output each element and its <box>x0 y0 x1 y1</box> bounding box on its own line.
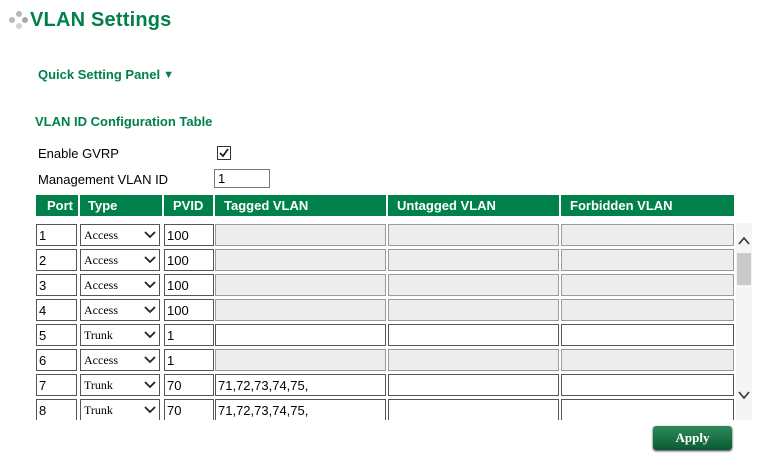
forbidden-vlan-input[interactable] <box>561 224 734 246</box>
table-row: 5 Trunk 1 <box>36 323 736 348</box>
type-select[interactable]: Access <box>80 274 160 296</box>
chevron-down-icon <box>144 256 156 264</box>
checkmark-icon <box>219 148 229 158</box>
pvid-input[interactable]: 1 <box>164 349 214 371</box>
section-title: VLAN ID Configuration Table <box>35 114 213 129</box>
tagged-vlan-input[interactable]: 71,72,73,74,75, <box>215 399 386 420</box>
pvid-input[interactable]: 70 <box>164 374 214 396</box>
vlan-table-body: 1 Access 100 2 Access 100 3 Access 100 4… <box>36 223 736 420</box>
chevron-down-icon <box>144 306 156 314</box>
port-cell[interactable]: 3 <box>36 274 77 296</box>
pvid-input[interactable]: 1 <box>164 324 214 346</box>
page-header: VLAN Settings <box>8 6 172 34</box>
type-select-value: Access <box>84 352 118 367</box>
type-select[interactable]: Trunk <box>80 374 160 396</box>
chevron-down-icon <box>144 281 156 289</box>
type-select-value: Access <box>84 227 118 242</box>
untagged-vlan-input[interactable] <box>388 299 559 321</box>
table-row: 7 Trunk 70 71,72,73,74,75, <box>36 373 736 398</box>
port-cell[interactable]: 7 <box>36 374 77 396</box>
column-header-port: Port <box>36 195 78 216</box>
tagged-vlan-input[interactable] <box>215 249 386 271</box>
tagged-vlan-input[interactable]: 71,72,73,74,75, <box>215 374 386 396</box>
port-cell[interactable]: 6 <box>36 349 77 371</box>
type-select-value: Access <box>84 277 118 292</box>
column-header-type: Type <box>80 195 162 216</box>
port-cell[interactable]: 2 <box>36 249 77 271</box>
tagged-vlan-input[interactable] <box>215 299 386 321</box>
column-header-pvid: PVID <box>164 195 213 216</box>
forbidden-vlan-input[interactable] <box>561 399 734 420</box>
pvid-input[interactable]: 100 <box>164 299 214 321</box>
type-select-value: Access <box>84 252 118 267</box>
untagged-vlan-input[interactable] <box>388 249 559 271</box>
bullet-dots-icon <box>8 10 28 30</box>
column-header-forbidden: Forbidden VLAN <box>561 195 734 216</box>
chevron-down-icon <box>144 331 156 339</box>
forbidden-vlan-input[interactable] <box>561 274 734 296</box>
column-header-tagged: Tagged VLAN <box>215 195 386 216</box>
quick-setting-panel-label: Quick Setting Panel <box>38 67 161 82</box>
chevron-down-icon <box>144 231 156 239</box>
quick-setting-panel-toggle[interactable]: Quick Setting Panel ▼ <box>38 67 174 82</box>
untagged-vlan-input[interactable] <box>388 274 559 296</box>
table-row: 3 Access 100 <box>36 273 736 298</box>
type-select-value: Trunk <box>84 327 113 342</box>
untagged-vlan-input[interactable] <box>388 224 559 246</box>
gvrp-label: Enable GVRP <box>38 146 119 161</box>
forbidden-vlan-input[interactable] <box>561 249 734 271</box>
forbidden-vlan-input[interactable] <box>561 374 734 396</box>
management-vlan-label: Management VLAN ID <box>38 172 169 187</box>
type-select[interactable]: Access <box>80 299 160 321</box>
apply-button[interactable]: Apply <box>653 426 732 450</box>
table-row: 1 Access 100 <box>36 223 736 248</box>
table-row: 4 Access 100 <box>36 298 736 323</box>
untagged-vlan-input[interactable] <box>388 399 559 420</box>
chevron-down-icon <box>144 406 156 414</box>
port-cell[interactable]: 1 <box>36 224 77 246</box>
pvid-input[interactable]: 100 <box>164 224 214 246</box>
type-select[interactable]: Access <box>80 249 160 271</box>
port-cell[interactable]: 5 <box>36 324 77 346</box>
untagged-vlan-input[interactable] <box>388 324 559 346</box>
scroll-down-icon[interactable] <box>738 390 750 400</box>
table-row: 2 Access 100 <box>36 248 736 273</box>
page-title: VLAN Settings <box>30 8 172 31</box>
table-row: 6 Access 1 <box>36 348 736 373</box>
gvrp-checkbox[interactable] <box>217 146 231 160</box>
type-select[interactable]: Access <box>80 224 160 246</box>
management-vlan-input[interactable] <box>214 169 270 188</box>
column-header-untagged: Untagged VLAN <box>388 195 559 216</box>
pvid-input[interactable]: 70 <box>164 399 214 420</box>
table-scrollbar[interactable] <box>736 223 752 420</box>
chevron-down-icon <box>144 381 156 389</box>
type-select[interactable]: Access <box>80 349 160 371</box>
untagged-vlan-input[interactable] <box>388 374 559 396</box>
triangle-down-icon: ▼ <box>163 68 174 81</box>
type-select[interactable]: Trunk <box>80 324 160 346</box>
type-select[interactable]: Trunk <box>80 399 160 420</box>
forbidden-vlan-input[interactable] <box>561 349 734 371</box>
type-select-value: Trunk <box>84 402 113 417</box>
tagged-vlan-input[interactable] <box>215 274 386 296</box>
scrollbar-thumb[interactable] <box>737 253 751 285</box>
tagged-vlan-input[interactable] <box>215 224 386 246</box>
port-cell[interactable]: 4 <box>36 299 77 321</box>
pvid-input[interactable]: 100 <box>164 249 214 271</box>
table-row: 8 Trunk 70 71,72,73,74,75, <box>36 398 736 420</box>
tagged-vlan-input[interactable] <box>215 349 386 371</box>
forbidden-vlan-input[interactable] <box>561 324 734 346</box>
port-cell[interactable]: 8 <box>36 399 77 420</box>
type-select-value: Trunk <box>84 377 113 392</box>
scroll-up-icon[interactable] <box>738 236 750 246</box>
untagged-vlan-input[interactable] <box>388 349 559 371</box>
type-select-value: Access <box>84 302 118 317</box>
forbidden-vlan-input[interactable] <box>561 299 734 321</box>
tagged-vlan-input[interactable] <box>215 324 386 346</box>
pvid-input[interactable]: 100 <box>164 274 214 296</box>
chevron-down-icon <box>144 356 156 364</box>
